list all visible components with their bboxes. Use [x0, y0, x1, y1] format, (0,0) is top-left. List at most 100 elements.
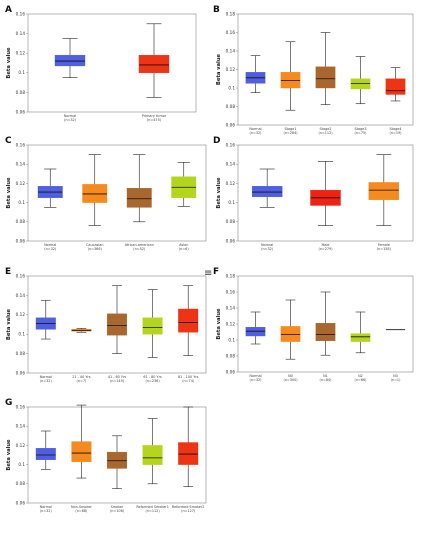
chart-b-ytick-label: 0.18 — [226, 11, 236, 16]
chart-c-box — [126, 187, 152, 208]
chart-f-box — [350, 333, 371, 342]
chart-b-ytick-label: 0.12 — [226, 67, 236, 72]
chart-d-ytick-label: 0.14 — [226, 162, 236, 167]
chart-d-panel-letter: D — [213, 136, 220, 146]
chart-g-box — [35, 448, 56, 460]
chart-a-panel-letter: A — [5, 5, 12, 15]
chart-g-category-label: Normal — [40, 505, 52, 509]
chart-a-box — [138, 54, 170, 73]
chart-a-ytick-label: 0.1 — [18, 70, 25, 75]
chart-a-count-label: (n=32) — [64, 118, 77, 122]
chart-d-frame — [237, 144, 414, 242]
chart-c-ytick-label: 0.08 — [16, 219, 26, 224]
chart-c-panel-letter: C — [5, 136, 12, 146]
chart-g-ytick-label: 0.06 — [16, 500, 26, 505]
chart-d-ylabel: Beta value — [216, 177, 222, 209]
chart-e-count-label: (n=149) — [110, 379, 125, 383]
chart-g-panel-letter: G — [5, 398, 12, 408]
chart-f-ytick-label: 0.12 — [226, 321, 236, 326]
chart-c-count-label: (n=6) — [179, 247, 189, 251]
chart-d-box — [251, 186, 283, 198]
chart-e-category-label: 61 - 80 Yrs — [143, 375, 162, 379]
chart-d-ytick-label: 0.06 — [226, 238, 236, 243]
chart-g-box — [142, 445, 163, 465]
chart-f-ylabel: Beta value — [216, 308, 222, 340]
chart-g-box — [107, 451, 127, 469]
chart-c-frame — [27, 144, 207, 242]
chart-c-category-label: African-american — [125, 243, 154, 247]
chart-e-category-label: 81 - 100 Yrs — [178, 375, 199, 379]
chart-e-ytick-label: 0.12 — [16, 312, 26, 317]
chart-f-box — [315, 323, 336, 342]
chart-c-ylabel: Beta value — [6, 177, 12, 209]
chart-g-ytick-label: 0.12 — [16, 443, 26, 448]
chart-a-ytick-label: 0.08 — [16, 90, 26, 95]
chart-c-ytick-label: 0.06 — [16, 238, 26, 243]
chart-e-ytick-label: 0.14 — [16, 293, 26, 298]
chart-c-count-label: (n=366) — [88, 247, 103, 251]
chart-g-category-label: Smoker — [111, 505, 124, 509]
chart-d-count-label: (n=32) — [261, 247, 274, 251]
chart-b-box — [280, 72, 301, 89]
chart-f-ytick-label: 0.06 — [226, 369, 236, 374]
chart-g-frame — [27, 406, 207, 504]
chart-b-count-label: (n=264) — [283, 131, 298, 135]
chart-e-ylabel: Beta value — [6, 308, 12, 340]
chart-f-category-label: N2 — [358, 374, 363, 378]
chart-d-category-label: Normal — [261, 243, 273, 247]
chart-g-ytick-label: 0.14 — [16, 424, 26, 429]
chart-e-ytick-label: 0.08 — [16, 351, 26, 356]
chart-e-box — [178, 308, 199, 333]
chart-d-box — [368, 182, 400, 200]
chart-c-ytick-label: 0.12 — [16, 181, 26, 186]
chart-g-category-label: Non-Smoker — [71, 505, 92, 509]
chart-b-box — [385, 78, 406, 95]
chart-g-ytick-label: 0.1 — [18, 462, 25, 467]
chart-e-category-label: 21 - 40 Yrs — [72, 375, 91, 379]
chart-e-ytick-label: 0.1 — [18, 332, 25, 337]
chart-d-ytick-label: 0.16 — [226, 142, 236, 147]
chart-b-count-label: (n=112) — [318, 131, 333, 135]
chart-c-ytick-label: 0.16 — [16, 142, 26, 147]
chart-g-box — [178, 442, 199, 465]
chart-e-category-label: 41 - 60 Yrs — [108, 375, 127, 379]
chart-e-ytick-label: 0.16 — [16, 273, 26, 278]
separator-glyph: ≡ — [204, 268, 212, 279]
chart-b-category-label: Stage3 — [355, 127, 367, 131]
chart-c-ytick-label: 0.1 — [18, 200, 25, 205]
chart-f-count-label: (n=84) — [320, 378, 333, 382]
chart-f-ytick-label: 0.08 — [226, 353, 236, 358]
chart-g-ylabel: Beta value — [6, 439, 12, 471]
chart-g-category-label: Reformed Smoker1 — [136, 505, 169, 509]
chart-a-count-label: (n=475) — [147, 118, 162, 122]
chart-d-ytick-label: 0.08 — [226, 219, 236, 224]
chart-b-ytick-label: 0.16 — [226, 30, 236, 35]
chart-f-count-label: (n=32) — [250, 378, 263, 382]
chart-e-ytick-label: 0.06 — [16, 370, 26, 375]
chart-b-category-label: Stage2 — [320, 127, 332, 131]
chart-c-ytick-label: 0.14 — [16, 162, 26, 167]
chart-g-category-label: Reformed Smoker2 — [172, 505, 205, 509]
chart-b-ytick-label: 0.08 — [226, 104, 236, 109]
chart-g-box — [71, 441, 92, 462]
chart-c-count-label: (n=52) — [133, 247, 146, 251]
chart-b-box — [315, 66, 336, 89]
chart-d-count-label: (n=279) — [318, 247, 333, 251]
chart-f-ytick-label: 0.1 — [228, 337, 235, 342]
chart-g-ytick-label: 0.08 — [16, 481, 26, 486]
chart-f-ytick-label: 0.18 — [226, 273, 236, 278]
chart-f-panel-letter: F — [213, 267, 219, 277]
chart-d-count-label: (n=158) — [377, 247, 392, 251]
chart-g-count-label: (n=112) — [146, 509, 161, 513]
chart-c-category-label: Normal — [44, 243, 56, 247]
chart-g-count-label: (n=127) — [181, 509, 196, 513]
chart-c-box — [82, 184, 108, 203]
chart-b-ylabel: Beta value — [216, 53, 222, 85]
chart-g-count-label: (n=68) — [75, 509, 88, 513]
chart-e-count-label: (n=7) — [77, 379, 87, 383]
chart-a-ytick-label: 0.14 — [16, 31, 26, 36]
chart-f-count-label: (n=66) — [355, 378, 368, 382]
chart-b-category-label: Stage4 — [390, 127, 402, 131]
chart-f-ytick-label: 0.14 — [226, 305, 236, 310]
